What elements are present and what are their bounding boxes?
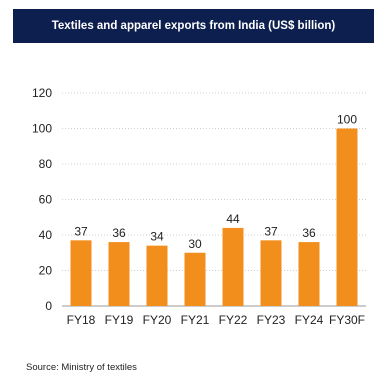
chart-title-banner: Textiles and apparel exports from India … [13, 9, 374, 43]
y-tick-label: 80 [39, 157, 53, 171]
bar-fy22 [222, 227, 244, 306]
data-label-fy24: 36 [302, 226, 316, 240]
data-label-fy18: 37 [74, 224, 88, 238]
x-tick-label-fy21: FY21 [181, 313, 210, 327]
data-label-fy19: 36 [112, 226, 126, 240]
x-tick-label-fy20: FY20 [143, 313, 172, 327]
x-tick-label-fy30f: FY30F [329, 313, 365, 327]
x-axis-ticks: FY18 FY19 FY20 FY21 FY22 FY23 FY24 FY30F [67, 313, 365, 327]
y-tick-label: 40 [39, 228, 53, 242]
bar-fy19 [108, 242, 130, 306]
data-label-fy23: 37 [264, 224, 278, 238]
data-label-fy20: 34 [150, 230, 164, 244]
y-axis-ticks: 0 20 40 60 80 100 120 [32, 86, 52, 313]
grid-lines [62, 92, 366, 307]
bar-fy30f [336, 128, 358, 306]
data-label-fy21: 30 [188, 237, 202, 251]
y-tick-label: 100 [32, 122, 52, 136]
bar-fy23 [260, 240, 282, 306]
bar-fy21 [184, 252, 206, 306]
y-tick-label: 120 [32, 86, 52, 100]
bars [70, 128, 358, 306]
x-tick-label-fy19: FY19 [105, 313, 134, 327]
y-tick-label: 20 [39, 264, 53, 278]
x-tick-label-fy24: FY24 [295, 313, 324, 327]
x-tick-label-fy18: FY18 [67, 313, 96, 327]
y-tick-label: 60 [39, 193, 53, 207]
bar-fy18 [70, 240, 92, 306]
data-labels: 37 36 34 30 44 37 36 100 [74, 113, 357, 251]
y-tick-label: 0 [45, 299, 52, 313]
data-label-fy22: 44 [226, 212, 240, 226]
data-label-fy30f: 100 [337, 113, 357, 127]
bar-fy20 [146, 245, 168, 306]
bar-fy24 [298, 242, 320, 306]
x-tick-label-fy22: FY22 [219, 313, 248, 327]
x-tick-label-fy23: FY23 [257, 313, 286, 327]
source-note: Source: Ministry of textiles [26, 362, 137, 373]
chart-title: Textiles and apparel exports from India … [51, 20, 336, 32]
